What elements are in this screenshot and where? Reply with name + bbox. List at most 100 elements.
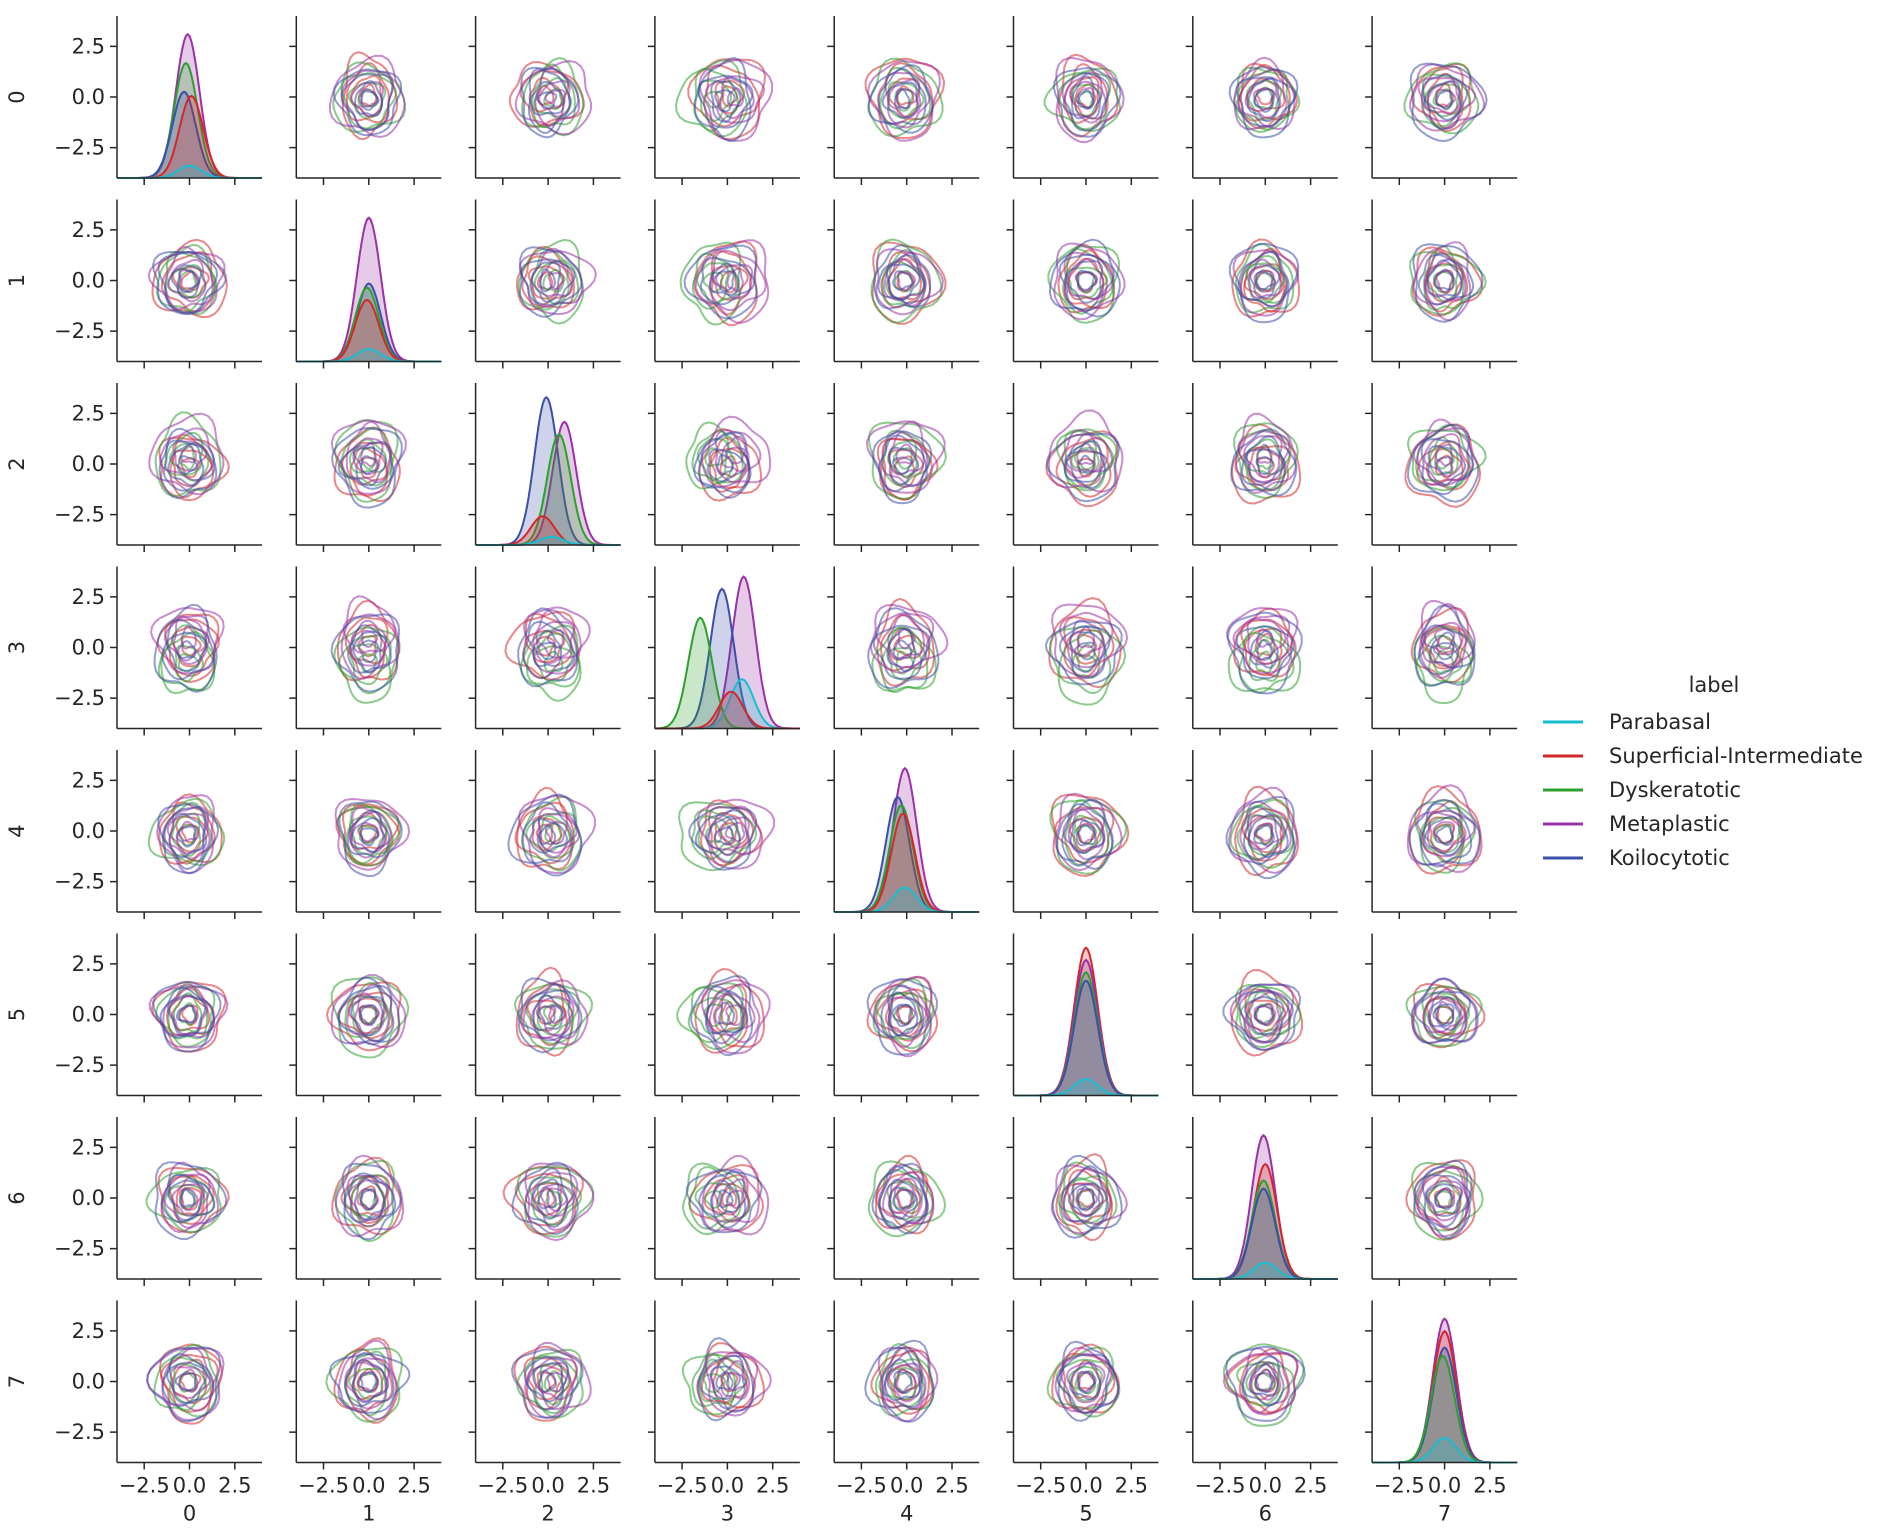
x-variable-label: 6 [1259, 1502, 1272, 1526]
contour-dyskeratotic-0 [154, 411, 222, 497]
contour-metaplastic-2 [1071, 1182, 1104, 1218]
contour-koilocytotic-1 [520, 258, 576, 306]
contour-metaplastic-3 [1256, 443, 1273, 464]
contour-koilocytotic-1 [1417, 624, 1475, 676]
contour-koilocytotic-2 [1423, 80, 1463, 121]
panel-r6-c3 [647, 1117, 800, 1286]
contour-koilocytotic-3 [893, 1370, 913, 1394]
contour-koilocytotic-2 [1426, 259, 1463, 298]
x-variable-label: 1 [362, 1502, 375, 1526]
contour-koilocytotic-3 [716, 454, 734, 476]
contour-koilocytotic-2 [1247, 813, 1279, 859]
contour-metaplastic-2 [167, 258, 207, 303]
contour-koilocytotic-0 [1408, 798, 1481, 866]
density-fill-parabasal [475, 536, 621, 545]
contour-koilocytotic-3 [175, 825, 196, 848]
contour-koilocytotic-0 [1413, 604, 1476, 688]
contour-koilocytotic-3 [894, 88, 911, 110]
contour-metaplastic-1 [159, 427, 215, 481]
x-tick-label: 0.0 [890, 1474, 923, 1498]
contour-koilocytotic-1 [1063, 439, 1107, 489]
y-tick-label: −2.5 [54, 503, 105, 527]
panel-r7-c7: −2.5 0.0 2.5 7 [1365, 1300, 1518, 1526]
panel-r5-c1 [289, 933, 442, 1103]
x-variable-label: 3 [721, 1502, 734, 1526]
contour-koilocytotic-2 [166, 1361, 208, 1404]
x-tick-label: 2.5 [1294, 1474, 1327, 1498]
contour-koilocytotic-1 [1062, 1165, 1108, 1230]
contour-metaplastic-0 [872, 975, 933, 1058]
y-tick-label: −2.5 [54, 1237, 105, 1261]
contour-koilocytotic-2 [1249, 1363, 1279, 1397]
legend-title: label [1689, 673, 1740, 697]
y-tick-label: −2.5 [54, 1053, 105, 1077]
density-fill-superficial-intermediate [475, 516, 621, 545]
contour-koilocytotic-1 [699, 257, 756, 306]
panel-r7-c4: −2.5 0.0 2.5 4 [827, 1300, 980, 1526]
panel-r2-c7 [1365, 383, 1518, 552]
contour-koilocytotic-0 [152, 250, 227, 316]
panel-r4-c0: 2.5 0.0 −2.5 4 [5, 750, 262, 919]
legend-label-superficial-intermediate: Superficial-Intermediate [1609, 744, 1863, 768]
contour-koilocytotic-2 [167, 442, 205, 487]
contour-koilocytotic-0 [866, 977, 939, 1056]
contour-koilocytotic-3 [716, 1189, 734, 1209]
contour-metaplastic-3 [726, 87, 745, 108]
contour-metaplastic-0 [337, 1339, 398, 1421]
contour-metaplastic-0 [514, 59, 593, 136]
contour-koilocytotic-3 [359, 1188, 377, 1211]
contour-dyskeratotic-1 [526, 632, 581, 688]
contour-koilocytotic-2 [1244, 996, 1285, 1036]
density-fill-koilocytotic [117, 91, 262, 178]
contour-dyskeratotic-2 [887, 80, 925, 119]
contour-koilocytotic-0 [330, 613, 401, 693]
contour-metaplastic-0 [524, 1162, 595, 1242]
contour-koilocytotic-1 [347, 809, 390, 859]
legend-label-parabasal: Parabasal [1609, 710, 1711, 734]
density-fill-dyskeratotic [296, 287, 442, 362]
contour-metaplastic-2 [350, 81, 385, 118]
contour-metaplastic-2 [1423, 432, 1463, 478]
contour-koilocytotic-2 [887, 991, 919, 1037]
contour-koilocytotic-0 [697, 1337, 755, 1422]
panel-r3-c0: 2.5 0.0 −2.5 3 [5, 566, 262, 736]
x-tick-label: 0.0 [1249, 1474, 1282, 1498]
x-tick-label: 2.5 [756, 1474, 789, 1498]
contour-superficial-intermediate-0 [1051, 1343, 1120, 1414]
contour-metaplastic-0 [1234, 412, 1297, 495]
contour-dyskeratotic-0 [519, 624, 582, 702]
y-tick-label: 2.5 [72, 768, 105, 792]
contour-dyskeratotic-1 [340, 72, 398, 130]
contour-metaplastic-3 [178, 1368, 199, 1393]
panel-r0-c4 [827, 16, 980, 185]
contour-metaplastic-1 [532, 1356, 578, 1411]
contour-koilocytotic-3 [1432, 642, 1455, 661]
contour-metaplastic-2 [538, 995, 575, 1037]
panel-r1-c6 [1185, 199, 1338, 369]
x-tick-label: −2.5 [836, 1474, 887, 1498]
x-tick-label: 0.0 [352, 1474, 385, 1498]
contour-koilocytotic-3 [359, 827, 380, 847]
contour-koilocytotic-3 [1073, 641, 1096, 661]
contour-metaplastic-0 [696, 798, 776, 870]
contour-koilocytotic-2 [1067, 1182, 1101, 1218]
y-tick-label: 2.5 [72, 1319, 105, 1343]
contour-metaplastic-0 [1232, 249, 1300, 317]
contour-koilocytotic-3 [1253, 824, 1275, 847]
contour-koilocytotic-1 [524, 1167, 569, 1229]
contour-koilocytotic-2 [168, 812, 208, 859]
contour-koilocytotic-2 [166, 631, 208, 672]
contour-koilocytotic-0 [511, 1161, 579, 1235]
contour-koilocytotic-2 [1246, 77, 1280, 123]
contour-koilocytotic-0 [1407, 423, 1480, 503]
contour-metaplastic-3 [895, 1368, 917, 1394]
panel-r1-c3 [647, 199, 800, 369]
contour-superficial-intermediate-0 [504, 610, 581, 681]
contour-koilocytotic-0 [1226, 611, 1303, 695]
contour-superficial-intermediate-3 [719, 455, 739, 478]
panel-r2-c6 [1185, 383, 1338, 552]
contour-koilocytotic-1 [1241, 1355, 1285, 1407]
y-tick-label: −2.5 [54, 136, 105, 160]
contour-koilocytotic-1 [1061, 803, 1114, 867]
contour-metaplastic-0 [340, 595, 401, 680]
